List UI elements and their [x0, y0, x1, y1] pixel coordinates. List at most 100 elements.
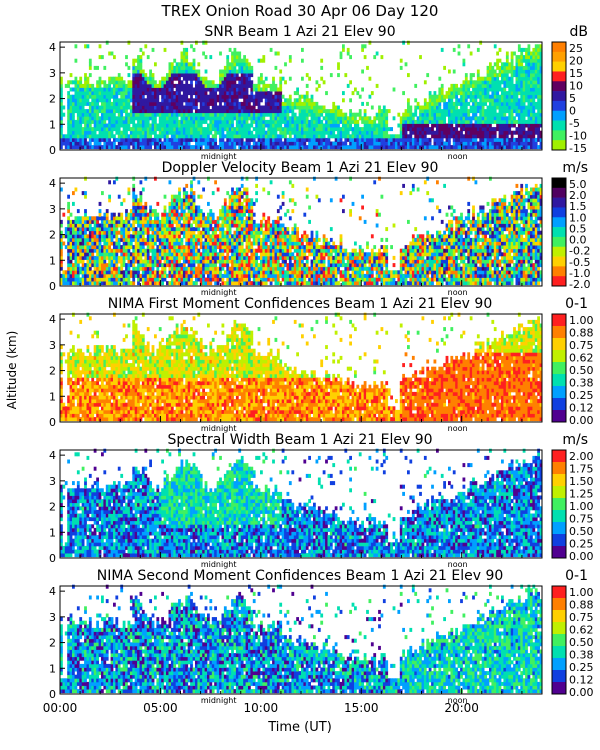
- heatmap-cell: [151, 266, 155, 271]
- heatmap-cell: [93, 123, 97, 128]
- heatmap-cell: [91, 259, 95, 264]
- heatmap-cell: [296, 91, 299, 96]
- heatmap-cell: [267, 127, 271, 132]
- heatmap-cell: [363, 134, 367, 139]
- heatmap-cell: [522, 73, 526, 78]
- heatmap-cell: [382, 105, 386, 110]
- heatmap-cell: [496, 116, 499, 121]
- heatmap-cell: [158, 237, 162, 242]
- heatmap-cell: [199, 277, 203, 282]
- heatmap-cell: [308, 119, 311, 124]
- heatmap-cell: [440, 83, 444, 88]
- heatmap-cell: [255, 123, 258, 128]
- heatmap-cell: [137, 255, 140, 260]
- heatmap-cell: [199, 76, 203, 81]
- heatmap-cell: [192, 123, 196, 128]
- heatmap-cell: [115, 255, 119, 260]
- heatmap-cell: [139, 266, 143, 271]
- heatmap-cell: [91, 109, 95, 114]
- heatmap-cell: [173, 76, 177, 81]
- heatmap-cell: [243, 80, 246, 85]
- heatmap-cell: [129, 116, 133, 121]
- heatmap-cell: [190, 205, 193, 210]
- heatmap-cell: [452, 105, 456, 110]
- heatmap-cell: [245, 134, 249, 139]
- heatmap-cell: [79, 94, 83, 99]
- heatmap-cell: [274, 105, 278, 110]
- heatmap-cell: [390, 145, 393, 150]
- heatmap-cell: [96, 105, 99, 110]
- heatmap-cell: [517, 87, 521, 92]
- heatmap-cell: [255, 127, 258, 132]
- heatmap-cell: [267, 134, 271, 139]
- heatmap-cell: [438, 141, 442, 146]
- heatmap-cell: [113, 277, 116, 282]
- heatmap-cell: [79, 234, 83, 239]
- heatmap-cell: [108, 248, 111, 253]
- heatmap-cell: [469, 98, 473, 103]
- heatmap-cell: [537, 101, 540, 106]
- heatmap-cell: [129, 141, 133, 146]
- heatmap-cell: [438, 91, 442, 96]
- heatmap-cell: [520, 51, 524, 56]
- heatmap-cell: [226, 62, 230, 67]
- heatmap-cell: [373, 145, 377, 150]
- heatmap-cell: [489, 116, 492, 121]
- heatmap-cell: [72, 248, 75, 253]
- heatmap-cell: [505, 123, 509, 128]
- heatmap-cell: [231, 134, 234, 139]
- heatmap-cell: [110, 259, 114, 264]
- heatmap-cell: [81, 219, 85, 224]
- heatmap-cell: [125, 237, 128, 242]
- heatmap-cell: [76, 145, 80, 150]
- heatmap-cell: [180, 230, 184, 235]
- heatmap-cell: [192, 198, 196, 203]
- heatmap-cell: [445, 141, 449, 146]
- heatmap-cell: [233, 58, 237, 63]
- heatmap-cell: [144, 98, 148, 103]
- heatmap-cell: [313, 134, 316, 139]
- heatmap-cell: [151, 234, 155, 239]
- heatmap-cell: [513, 51, 516, 56]
- heatmap-cell: [530, 101, 533, 106]
- heatmap-cell: [86, 273, 90, 278]
- heatmap-cell: [532, 73, 536, 78]
- heatmap-cell: [320, 109, 324, 114]
- heatmap-cell: [67, 116, 70, 121]
- heatmap-cell: [84, 130, 87, 135]
- heatmap-cell: [127, 191, 131, 196]
- heatmap-cell: [154, 94, 157, 99]
- heatmap-cell: [407, 119, 410, 124]
- heatmap-cell: [190, 234, 193, 239]
- heatmap-cell: [532, 112, 536, 117]
- heatmap-cell: [60, 187, 63, 192]
- heatmap-cell: [250, 83, 254, 88]
- heatmap-cell: [134, 216, 138, 221]
- heatmap-cell: [76, 273, 80, 278]
- heatmap-cell: [146, 230, 150, 235]
- heatmap-cell: [539, 44, 543, 49]
- heatmap-cell: [491, 130, 495, 135]
- heatmap-cell: [163, 47, 167, 52]
- heatmap-cell: [156, 277, 160, 282]
- heatmap-cell: [195, 266, 198, 271]
- heatmap-cell: [240, 94, 244, 99]
- heatmap-cell: [397, 141, 401, 146]
- heatmap-cell: [139, 55, 143, 60]
- heatmap-cell: [69, 230, 73, 235]
- heatmap-cell: [149, 237, 152, 242]
- heatmap-cell: [532, 116, 536, 121]
- heatmap-cell: [238, 91, 242, 96]
- heatmap-cell: [139, 216, 143, 221]
- heatmap-cell: [154, 176, 157, 181]
- heatmap-cell: [115, 98, 119, 103]
- heatmap-cell: [291, 130, 295, 135]
- heatmap-cell: [272, 105, 275, 110]
- heatmap-cell: [139, 277, 143, 282]
- heatmap-cell: [103, 116, 107, 121]
- heatmap-cell: [207, 248, 210, 253]
- heatmap-cell: [202, 127, 205, 132]
- heatmap-cell: [235, 119, 239, 124]
- heatmap-cell: [231, 98, 234, 103]
- colorbar-unit: m/s: [562, 160, 588, 176]
